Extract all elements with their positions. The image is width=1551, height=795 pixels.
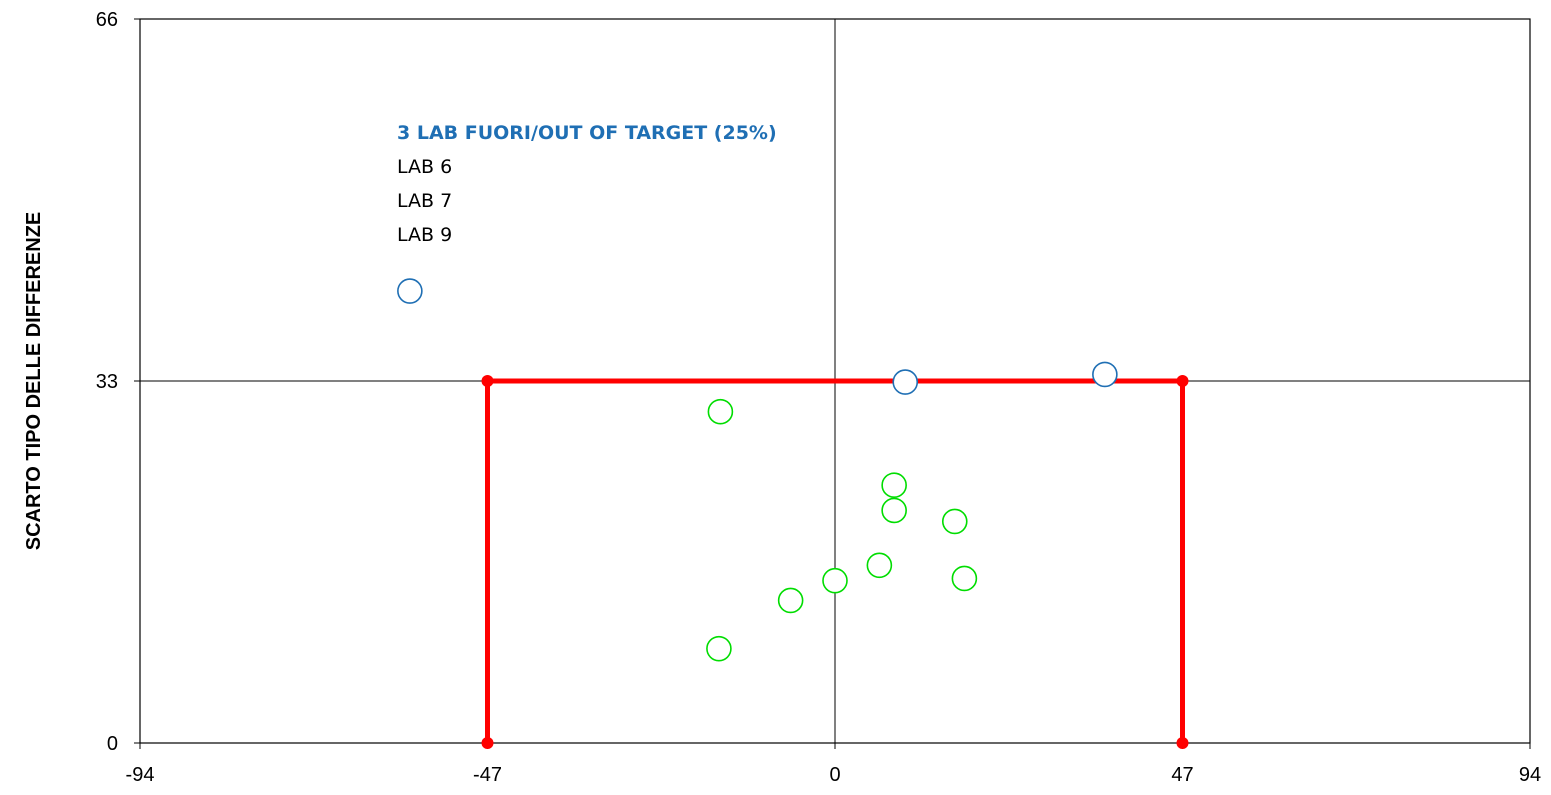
target-corner-marker — [1176, 737, 1189, 749]
x-tick-label: -47 — [473, 764, 502, 786]
annotation-title: 3 LAB FUORI/OUT OF TARGET (25%) — [397, 122, 777, 144]
out-of-target-point — [1092, 361, 1118, 388]
x-tick-label: 94 — [1519, 764, 1541, 786]
annotation: 3 LAB FUORI/OUT OF TARGET (25%) LAB 6 LA… — [397, 122, 777, 246]
x-tick-label: 0 — [829, 764, 840, 786]
target-corner-marker — [481, 737, 494, 749]
x-tick-label: -94 — [126, 764, 155, 786]
in-target-point — [822, 567, 848, 594]
in-target-point — [951, 565, 978, 592]
target-box — [485, 378, 1185, 743]
y-axis-label: SCARTO TIPO DELLE DIFFERENZE — [23, 212, 45, 551]
y-axis-ticks: 0 33 66 — [96, 9, 140, 755]
in-target-point — [881, 472, 907, 499]
x-axis-ticks: -94 -47 0 47 94 — [126, 743, 1541, 786]
data-points — [397, 278, 1118, 662]
in-target-point — [941, 508, 968, 535]
in-target-point — [866, 552, 893, 579]
y-tick-label: 66 — [96, 9, 118, 31]
in-target-point — [707, 398, 734, 425]
target-box-corners — [481, 375, 1189, 749]
x-tick-label: 47 — [1171, 764, 1193, 786]
in-target-point — [881, 497, 907, 524]
in-target-point — [706, 635, 732, 662]
annotation-line-1: LAB 6 — [397, 156, 452, 178]
y-tick-label: 0 — [107, 733, 118, 755]
out-of-target-point — [397, 278, 423, 304]
annotation-line-2: LAB 7 — [397, 190, 452, 212]
target-corner-marker — [481, 375, 494, 387]
target-corner-marker — [1176, 375, 1189, 387]
out-of-target-point — [892, 369, 919, 395]
y-tick-label: 33 — [96, 371, 118, 393]
annotation-line-3: LAB 9 — [397, 224, 452, 246]
in-target-point — [777, 587, 804, 614]
